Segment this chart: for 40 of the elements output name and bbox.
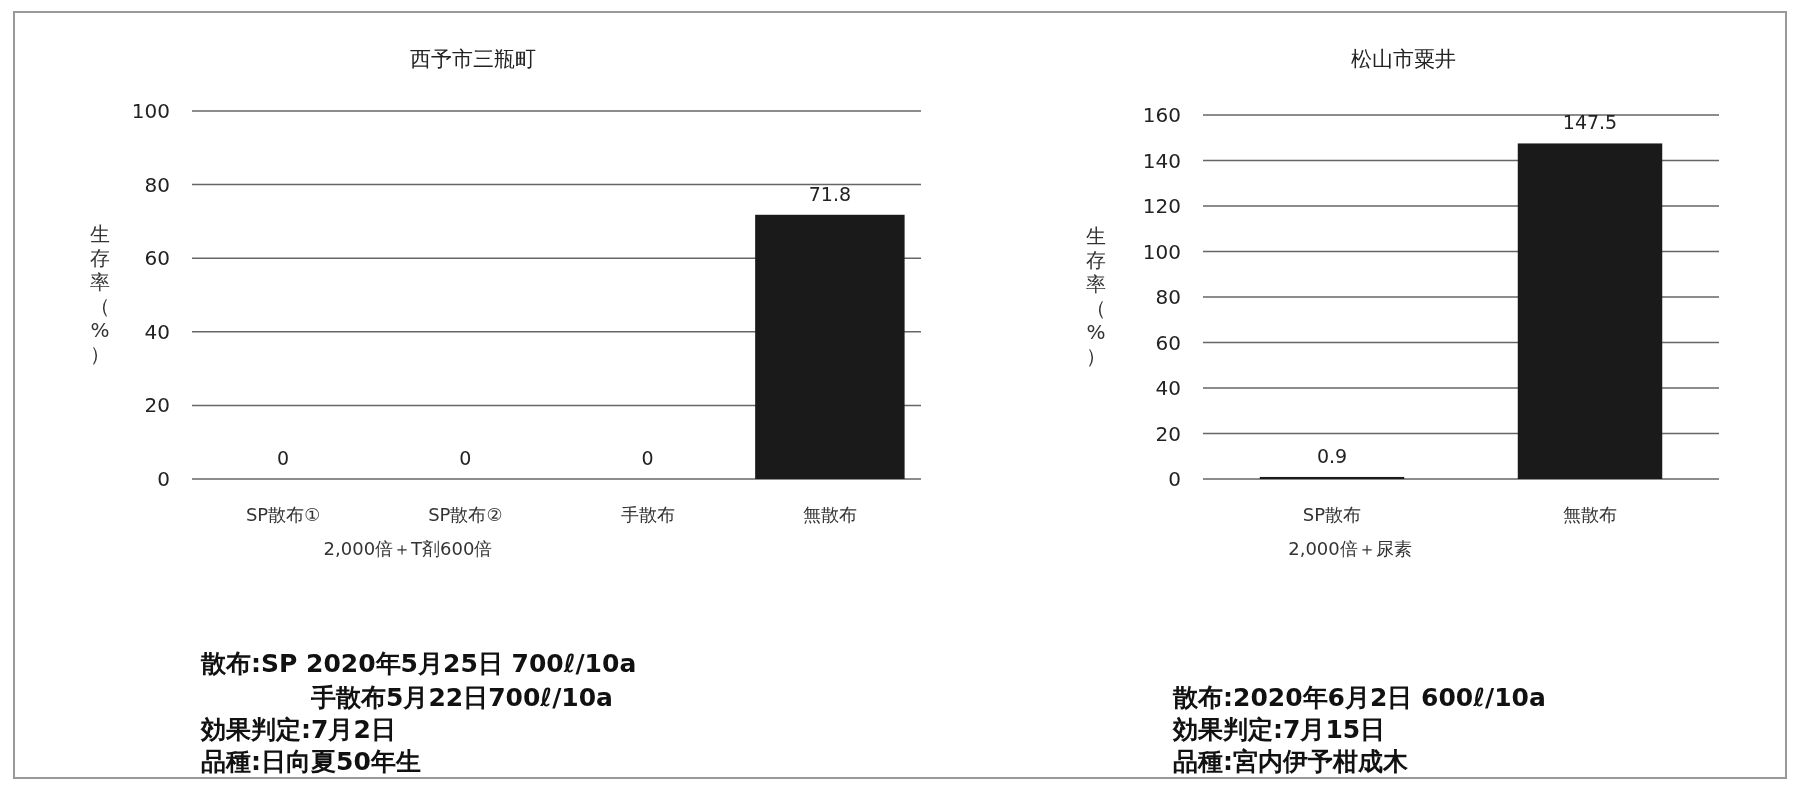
y-tick-label: 20 [1155, 421, 1181, 446]
y-tick-label: 80 [144, 172, 170, 197]
x-tick-label: SP散布① [245, 504, 321, 525]
y-tick-label: 40 [144, 319, 170, 344]
data-label: 0 [641, 447, 654, 469]
data-label: 0.9 [1316, 444, 1348, 467]
y-tick-label: 0 [1168, 467, 1181, 491]
x-tick-label: SP散布 [1302, 504, 1362, 525]
y-tick-label: 140 [1142, 148, 1181, 173]
text: 効果判定:7月15日 [1172, 715, 1386, 744]
y-tick-label: 0 [157, 467, 170, 491]
y-axis-title: 生存率（%） [1086, 224, 1106, 368]
text: 2,000倍＋尿素 [1288, 538, 1412, 559]
x-tick-label: SP散布② [428, 504, 503, 525]
data-label: 71.8 [808, 182, 852, 205]
text: 散布:2020年6月2日 600ℓ/10a [1172, 683, 1546, 712]
data-label: 147.5 [1562, 111, 1618, 134]
y-tick-label: 100 [131, 99, 170, 123]
x-tick-label: 無散布 [802, 504, 857, 525]
chart-title: 西予市三瓶町 [410, 47, 536, 71]
y-tick-label: 20 [144, 393, 170, 418]
y-tick-label: 60 [1155, 330, 1181, 355]
chart-title: 松山市粟井 [1350, 47, 1456, 71]
text: 手散布5月22日700ℓ/10a [310, 683, 613, 712]
y-tick-label: 80 [1155, 285, 1181, 309]
text: 品種:日向夏50年生 [201, 747, 421, 776]
text: 2,000倍＋T剤600倍 [323, 538, 493, 559]
y-axis-title: 生存率（%） [90, 222, 110, 366]
text: 散布:SP 2020年5月25日 700ℓ/10a [200, 649, 637, 678]
y-tick-label: 160 [1142, 103, 1181, 127]
text: 効果判定:7月2日 [200, 715, 396, 744]
y-tick-label: 40 [1155, 376, 1181, 400]
y-tick-label: 100 [1142, 239, 1181, 264]
y-tick-label: 60 [144, 246, 170, 271]
text: 品種:宮内伊予柑成木 [1173, 747, 1409, 776]
data-label: 0 [277, 447, 290, 469]
data-label: 0 [459, 447, 472, 469]
x-tick-label: 無散布 [1563, 504, 1617, 525]
x-tick-label: 手散布 [620, 504, 675, 525]
y-tick-label: 120 [1142, 194, 1181, 218]
